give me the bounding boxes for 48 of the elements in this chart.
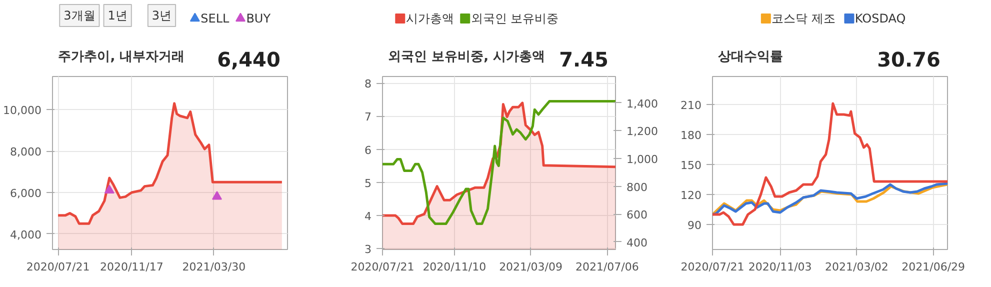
y2-tick-label: 1,400 xyxy=(626,97,658,110)
text: 3년 xyxy=(152,8,172,22)
chart-title: 주가추이, 내부자거래 xyxy=(58,50,185,64)
y-tick-label: 10,000 xyxy=(3,104,42,118)
y-tick-label: 6,000 xyxy=(10,187,42,200)
y2-tick-label: 1,000 xyxy=(626,152,658,166)
legend-label: KOSDAQ xyxy=(854,12,906,26)
text: 30.76 xyxy=(877,48,940,72)
text: 6,440 xyxy=(217,48,280,72)
x-tick-label: 2020/11/03 xyxy=(748,260,812,274)
y2-tick-label: 600 xyxy=(626,208,648,222)
y2-tick-label: 800 xyxy=(626,180,648,194)
text: 3개월 xyxy=(64,8,96,22)
y-tick-label: 7 xyxy=(364,110,372,124)
x-tick-label: 2021/06/29 xyxy=(902,260,966,274)
x-tick-label: 2021/03/30 xyxy=(182,260,246,274)
line-series xyxy=(382,100,616,225)
y-tick-label: 8 xyxy=(364,78,372,91)
legend-label: 외국인 보유비중 xyxy=(470,12,559,26)
x-tick-label: 2020/11/10 xyxy=(422,260,486,274)
y-tick-label: 150 xyxy=(680,159,702,172)
y-tick-label: 3 xyxy=(364,243,372,256)
y-tick-label: 90 xyxy=(688,219,702,232)
x-tick-label: 2021/03/02 xyxy=(825,260,888,274)
text: 1년 xyxy=(108,8,128,22)
y-tick-label: 6 xyxy=(364,144,372,157)
legend-label: 코스닥 제조 xyxy=(772,12,836,26)
legend-label: BUY xyxy=(246,12,272,26)
chart-title: 외국인 보유비중, 시가총액 xyxy=(388,50,546,64)
y2-tick-label: 1,200 xyxy=(626,125,658,138)
y2-tick-label: 400 xyxy=(626,236,648,250)
legend-label: 시가총액 xyxy=(406,12,454,26)
y-tick-label: 4 xyxy=(364,210,372,223)
y-tick-label: 120 xyxy=(680,189,702,202)
x-tick-label: 2020/07/21 xyxy=(680,260,744,274)
x-tick-label: 2020/11/17 xyxy=(100,260,164,274)
legend-label: SELL xyxy=(200,12,230,26)
y-tick-label: 8,000 xyxy=(10,146,42,159)
x-tick-label: 2021/03/09 xyxy=(499,260,562,274)
text: 7.45 xyxy=(559,48,608,72)
y-tick-label: 210 xyxy=(680,99,702,112)
x-tick-label: 2021/07/06 xyxy=(575,260,639,274)
x-tick-label: 2020/07/21 xyxy=(26,260,90,274)
y-tick-label: 5 xyxy=(364,176,372,190)
y-tick-label: 180 xyxy=(680,129,702,142)
x-tick-label: 2020/07/21 xyxy=(350,260,414,274)
chart-title: 상대수익률 xyxy=(718,50,784,64)
y-tick-label: 4,000 xyxy=(10,228,42,242)
